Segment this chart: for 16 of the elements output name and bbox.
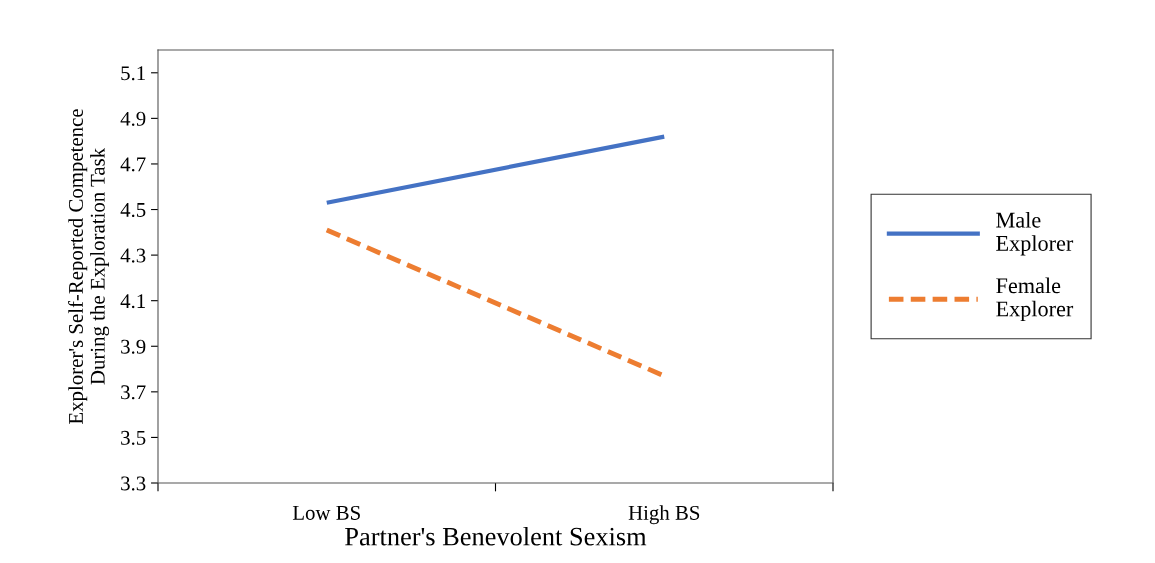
y-tick-label: 4.7 — [120, 157, 146, 172]
y-tick-label: 4.1 — [120, 294, 145, 309]
x-tick-label: High BS — [628, 505, 700, 525]
y-tick-label: 3.9 — [121, 339, 146, 354]
y-tick-label: 5.1 — [121, 66, 145, 81]
y-axis-title: Explorer's Self-Reported Competence During the Exploration Task — [68, 109, 110, 424]
legend-label: Female Explorer — [996, 277, 1074, 321]
y-tick-label: 3.3 — [121, 476, 146, 491]
y-tick-label: 4.3 — [120, 248, 146, 263]
x-tick-label: Low BS — [292, 505, 360, 520]
y-tick-label: 4.5 — [120, 203, 146, 218]
legend-label: Male Explorer — [996, 212, 1074, 256]
y-tick-label: 4.9 — [120, 111, 146, 126]
y-tick-label: 3.5 — [121, 430, 146, 445]
x-axis-title: Partner's Benevolent Sexism — [345, 526, 647, 546]
y-tick-label: 3.7 — [121, 385, 146, 400]
